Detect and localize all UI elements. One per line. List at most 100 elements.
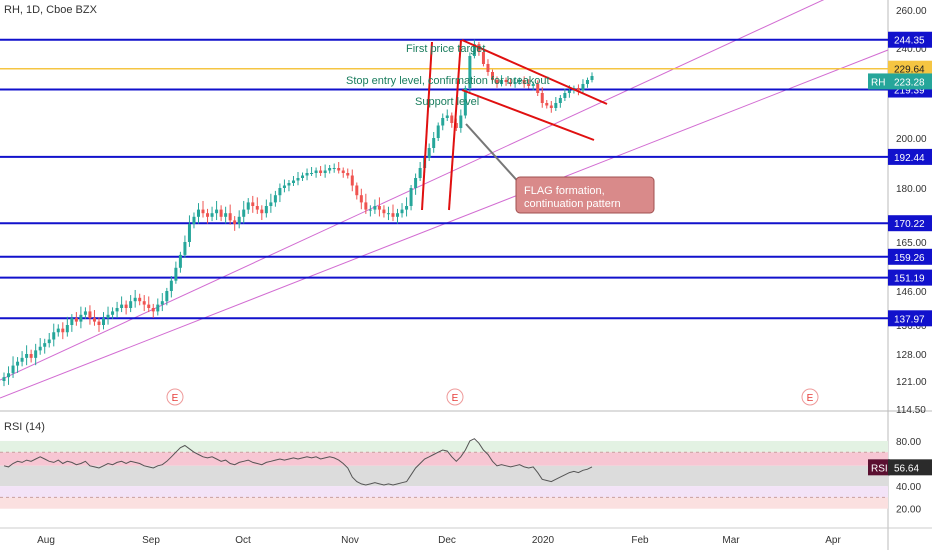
level-tag [888,148,932,165]
callout-arrow [465,123,523,187]
candle-body [427,148,431,158]
candle-body [120,304,124,308]
candle-body [400,209,404,214]
price-tick-label: 180.00 [896,184,927,195]
candle-body [305,173,309,176]
callout-box [515,176,655,214]
candle-body [527,84,531,86]
candle-body [432,138,436,148]
candle-body [242,209,246,217]
candle-body [133,297,137,302]
candle-body [536,84,540,93]
earnings-label: E [807,393,814,404]
earnings-marker [801,388,819,406]
candle-body [264,206,268,214]
rsi-tick-label: 80.00 [896,437,921,448]
candle-body [463,88,467,116]
candle-body [61,328,65,333]
candle-body [296,178,300,181]
candle-body [269,202,273,206]
earnings-label: E [452,393,459,404]
stop-tag [888,60,932,77]
rsi-oversold-band [0,497,888,509]
price-tick-label: 200.00 [896,134,927,145]
candle-body [518,80,522,82]
candle-body [169,280,173,291]
pole-line-right [448,39,462,211]
candle-body [364,202,368,210]
candle-body [441,118,445,126]
last-price-tag [888,73,932,90]
price-tick-label: 136.00 [896,321,927,332]
candle-body [74,318,78,322]
rsi-tick-label: 20.00 [896,505,921,516]
candle-body [255,206,259,210]
level-tag [888,215,932,232]
time-tick-label: 2020 [532,535,555,546]
last-price-label: 223.28 [894,77,925,88]
annotation-2: Support level [415,96,479,108]
candle-body [178,254,182,268]
candle-body [332,168,336,169]
candle-body [138,297,142,302]
flag-upper-line [461,39,608,105]
candle-body [323,170,327,173]
candle-body [102,318,106,325]
rsi-symbol-tag [868,459,890,476]
candle-body [355,185,359,196]
candle-body [337,168,341,171]
candle-body [88,311,92,319]
candle-body [540,93,544,103]
candle-body [554,103,558,108]
earnings-label: E [172,393,179,404]
candle-body [219,209,223,217]
candle-body [481,52,485,64]
price-tick-label: 260.00 [896,6,927,17]
candle-body [52,332,56,340]
level-tag-label: 151.19 [894,274,925,285]
candle-body [450,115,454,123]
candle-body [495,80,499,84]
candle-body [346,173,350,176]
candle-body [196,209,200,217]
candles [2,39,594,387]
candle-body [382,209,386,214]
candle-body [459,115,463,128]
candle-body [513,82,517,84]
candle-body [43,343,47,347]
candle-body [558,98,562,103]
rsi-label: RSI (14) [4,421,45,433]
candle-body [350,175,354,186]
last-price-symbol-tag [868,73,888,90]
candle-body [373,206,377,210]
candle-body [301,175,305,178]
candle-body [129,301,133,308]
rsi-last-label: 56.64 [894,463,919,474]
annotation-1: Stop entry level, confirmation for break… [346,75,550,87]
time-tick-label: Apr [825,535,841,546]
candle-body [522,80,526,84]
level-tag-label: 159.26 [894,253,925,264]
candle-body [291,180,295,183]
candle-body [386,213,390,215]
candle-body [567,90,571,93]
candle-body [341,170,345,173]
rsi-mid-band [0,452,888,466]
candle-body [210,213,214,217]
candle-body [70,318,74,325]
level-tag-label: 192.44 [894,153,925,164]
candle-body [472,44,476,56]
candle-body [563,93,567,98]
candle-body [282,185,286,188]
trendline-upper [0,0,825,381]
candle-body [79,314,83,322]
candle-body [25,354,29,358]
candle-body [454,123,458,128]
candle-body [581,84,585,91]
candle-body [165,291,169,302]
candle-body [29,354,33,358]
candle-body [224,213,228,217]
chart-title: RH, 1D, Cboe BZX [4,4,97,16]
candle-body [504,80,508,82]
